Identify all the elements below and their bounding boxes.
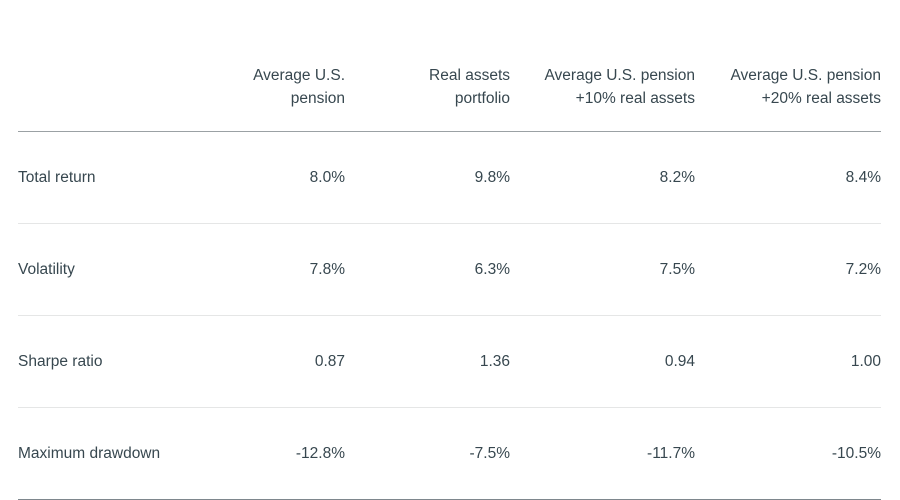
column-header-line: +10% real assets <box>575 90 695 107</box>
column-header-plus20: Average U.S. pension +20% real assets <box>695 0 881 132</box>
table-header: Average U.S. pension Real assets portfol… <box>18 0 881 132</box>
row-label: Sharpe ratio <box>18 315 180 408</box>
column-header-line: Average U.S. pension <box>730 67 881 84</box>
metric-value: -7.5% <box>345 407 510 500</box>
column-header-avg-pension: Average U.S. pension <box>180 0 345 132</box>
row-label: Maximum drawdown <box>18 407 180 500</box>
metric-value: 9.8% <box>345 131 510 224</box>
metric-value: 7.8% <box>180 223 345 316</box>
column-header-plus10: Average U.S. pension +10% real assets <box>510 0 695 132</box>
metric-value: 6.3% <box>345 223 510 316</box>
pension-metrics-table: Average U.S. pension Real assets portfol… <box>18 0 881 500</box>
metric-value: 7.2% <box>695 223 881 316</box>
metric-value: 8.0% <box>180 131 345 224</box>
column-header-line: Real assets <box>429 67 510 84</box>
metric-value: 1.36 <box>345 315 510 408</box>
column-header-line: Average U.S. pension <box>544 67 695 84</box>
metric-value: 1.00 <box>695 315 881 408</box>
column-header-blank <box>18 0 180 132</box>
header-row: Average U.S. pension Real assets portfol… <box>18 0 881 132</box>
metrics-table: Average U.S. pension Real assets portfol… <box>18 0 881 500</box>
table-row-volatility: Volatility 7.8% 6.3% 7.5% 7.2% <box>18 223 881 316</box>
table-row-total-return: Total return 8.0% 9.8% 8.2% 8.4% <box>18 131 881 224</box>
table-row-sharpe-ratio: Sharpe ratio 0.87 1.36 0.94 1.00 <box>18 315 881 408</box>
column-header-line: Average U.S. <box>253 67 345 84</box>
metric-value: 7.5% <box>510 223 695 316</box>
metric-value: 0.87 <box>180 315 345 408</box>
column-header-line: pension <box>290 90 345 107</box>
row-label: Total return <box>18 131 180 224</box>
metric-value: -12.8% <box>180 407 345 500</box>
metric-value: -10.5% <box>695 407 881 500</box>
metric-value: 8.2% <box>510 131 695 224</box>
table-row-maximum-drawdown: Maximum drawdown -12.8% -7.5% -11.7% -10… <box>18 407 881 500</box>
table-body: Total return 8.0% 9.8% 8.2% 8.4% Volatil… <box>18 131 881 500</box>
column-header-line: portfolio <box>454 90 510 107</box>
row-label: Volatility <box>18 223 180 316</box>
metric-value: -11.7% <box>510 407 695 500</box>
metric-value: 8.4% <box>695 131 881 224</box>
metric-value: 0.94 <box>510 315 695 408</box>
column-header-line: +20% real assets <box>761 90 881 107</box>
column-header-real-assets: Real assets portfolio <box>345 0 510 132</box>
